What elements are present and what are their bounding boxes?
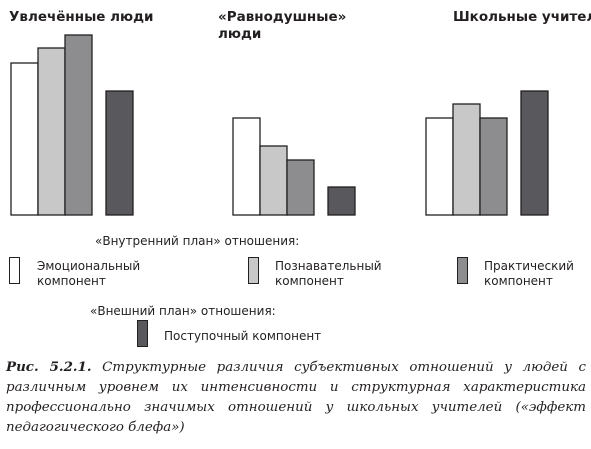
legend-swatch-emotional — [9, 257, 20, 284]
figure-caption: Рис. 5.2.1. Структурные различия субъект… — [6, 357, 586, 438]
legend-label-emotional: Эмоциональный компонент — [37, 259, 141, 288]
bar-chart — [10, 34, 549, 216]
outer-plan-label: «Внешний план» отношения: — [90, 304, 276, 318]
group-title-enthusiastic: Увлечённые люди — [9, 9, 154, 25]
bar-enthusiastic-practical — [64, 34, 93, 216]
legend-label-cognitive: Познавательный компонент — [275, 259, 382, 288]
legend-swatch-cognitive — [248, 257, 259, 284]
caption-text: Структурные различия субъективных отноше… — [6, 360, 586, 435]
legend-swatch-practical — [457, 257, 468, 284]
bar-indifferent-emotional — [232, 117, 261, 216]
group-title-teachers: Школьные учителя — [453, 9, 591, 25]
bar-enthusiastic-behavioral — [105, 90, 134, 216]
bar-enthusiastic-emotional — [10, 62, 39, 216]
group-title-indifferent: «Равнодушные» люди — [218, 9, 347, 42]
legend-label-behavioral: Поступочный компонент — [164, 329, 322, 343]
bar-teachers-cognitive — [452, 103, 481, 216]
bar-teachers-emotional — [425, 117, 454, 216]
bar-teachers-behavioral — [520, 90, 549, 216]
bar-indifferent-practical — [286, 159, 315, 216]
bar-teachers-practical — [479, 117, 508, 216]
bar-indifferent-behavioral — [327, 186, 356, 216]
caption-label: Рис. 5.2.1. — [6, 359, 92, 375]
bar-indifferent-cognitive — [259, 145, 288, 216]
legend-swatch-behavioral — [137, 320, 148, 347]
bar-enthusiastic-cognitive — [37, 47, 66, 216]
legend-label-practical: Практический компонент — [484, 259, 574, 288]
inner-plan-label: «Внутренний план» отношения: — [95, 234, 300, 248]
